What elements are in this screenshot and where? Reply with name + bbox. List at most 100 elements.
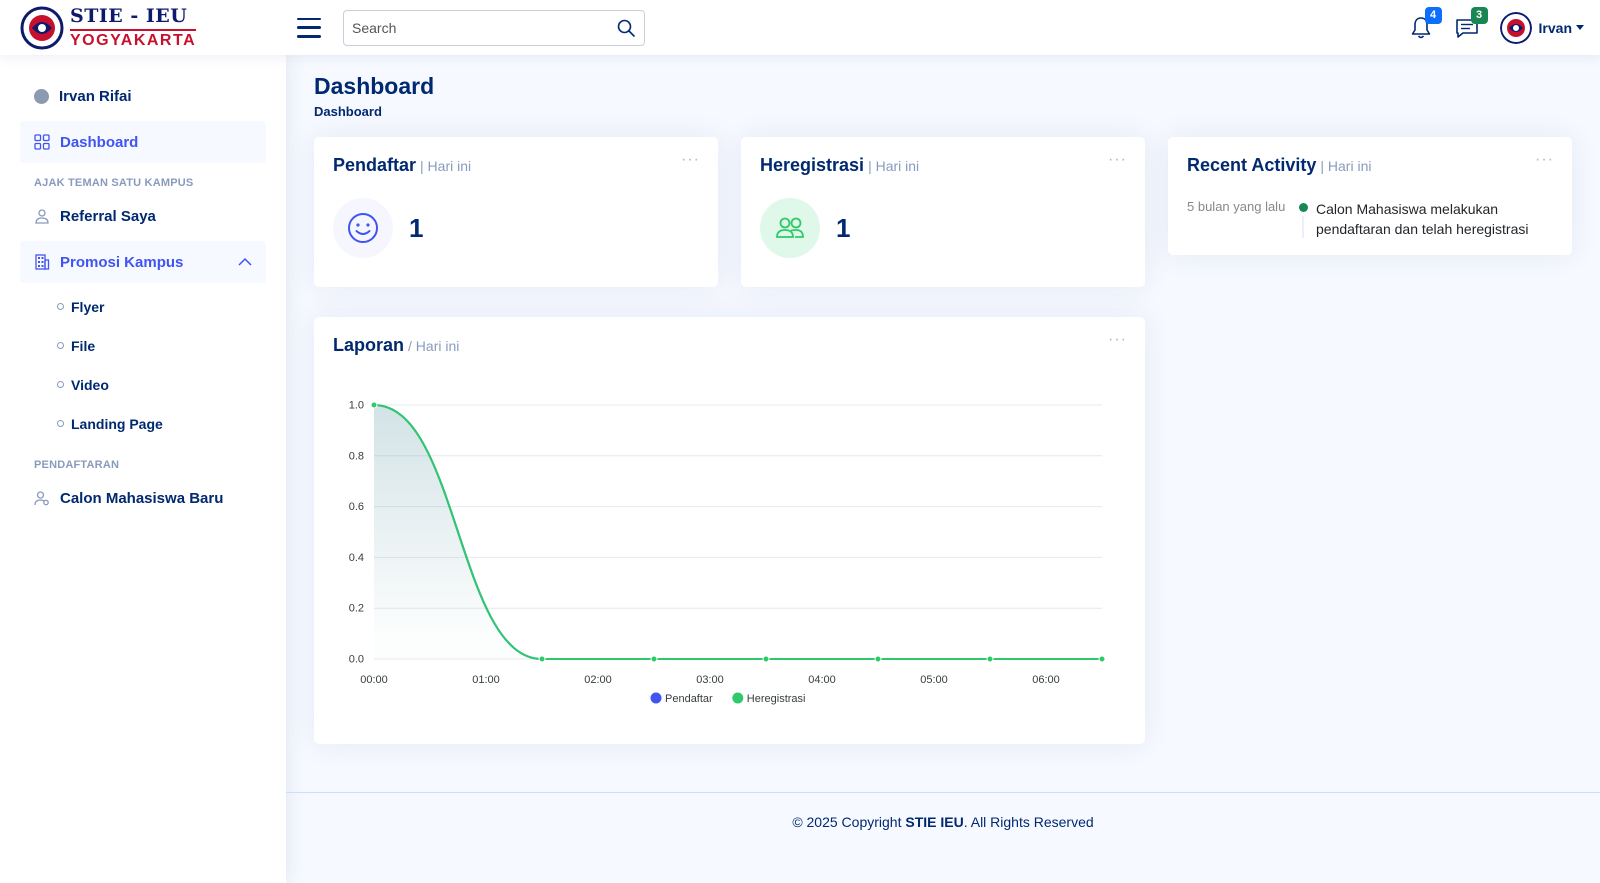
circle-icon: [57, 342, 64, 349]
sidebar-item-label: Dashboard: [60, 133, 139, 151]
notifications-badge: 4: [1424, 6, 1442, 24]
main-content: Dashboard Dashboard Pendaftar | Hari ini …: [286, 55, 1600, 883]
laporan-card: Laporan / Hari ini ··· 0.0 0.2 0.4 0.6 0.8 1.0…: [314, 317, 1145, 744]
activity-text: Calon Mahasiswa melakukan pendaftaran da…: [1316, 201, 1529, 237]
building-icon: [35, 254, 50, 270]
footer-copyright: © 2025 Copyright: [792, 814, 906, 830]
profile-name: Irvan: [1538, 19, 1572, 36]
sidebar-heading-register: PENDAFTARAN: [34, 459, 120, 471]
sidebar-item-label: Promosi Kampus: [60, 253, 184, 271]
sidebar-subitem-file[interactable]: File: [20, 326, 266, 365]
chevron-down-icon: [1576, 25, 1584, 30]
data-point-heregistrasi: [986, 655, 994, 663]
sidebar-user[interactable]: Irvan Rifai: [20, 75, 266, 117]
sidebar-subitem-label: File: [71, 337, 96, 354]
y-tick-label: 0.4: [349, 552, 364, 564]
data-point-heregistrasi: [762, 655, 770, 663]
sidebar-item-label: Referral Saya: [60, 207, 156, 225]
search-bar: [343, 9, 645, 46]
sidebar-user-name: Irvan Rifai: [59, 87, 132, 105]
recent-activity-card: Recent Activity | Hari ini ··· 5 bulan ya…: [1168, 137, 1572, 255]
activity-item: 5 bulan yang lalu Calon Mahasiswa melaku…: [1187, 199, 1547, 239]
sidebar: Irvan Rifai Dashboard AJAK TEMAN SATU KA…: [0, 55, 286, 883]
data-point-heregistrasi: [538, 655, 546, 663]
x-tick-label: 04:00: [808, 674, 836, 686]
area-fill: [374, 405, 1102, 659]
x-tick-label: 02:00: [584, 674, 612, 686]
logo-subtitle: YOGYAKARTA: [70, 28, 197, 49]
sidebar-item-dashboard[interactable]: Dashboard: [20, 121, 266, 163]
activity-time: 5 bulan yang lalu: [1187, 199, 1286, 214]
smile-icon: [333, 198, 393, 258]
profile-dropdown[interactable]: Irvan: [1499, 11, 1584, 44]
messages-badge: 3: [1470, 6, 1488, 24]
pendaftar-count: 1: [409, 213, 424, 243]
sidebar-item-promosi[interactable]: Promosi Kampus: [20, 241, 266, 283]
x-tick-label: 01:00: [472, 674, 500, 686]
circle-icon: [57, 303, 64, 310]
card-title: Recent Activity | Hari ini: [1187, 155, 1372, 175]
y-tick-label: 0.8: [349, 450, 364, 462]
card-title: Laporan / Hari ini: [333, 335, 460, 355]
data-point-heregistrasi: [874, 655, 882, 663]
x-tick-label: 03:00: [696, 674, 724, 686]
x-tick-label: 05:00: [920, 674, 948, 686]
sidebar-item-label: Calon Mahasiswa Baru: [60, 489, 224, 507]
search-input[interactable]: [352, 19, 616, 36]
grid-icon: [34, 134, 50, 150]
y-tick-label: 0.0: [349, 654, 364, 666]
series-line-heregistrasi: [373, 404, 1102, 660]
notifications-bell-icon[interactable]: 4: [1408, 6, 1442, 41]
sidebar-subitem-landing-page[interactable]: Landing Page: [20, 404, 266, 443]
circle-icon: [57, 381, 64, 388]
messages-chat-icon[interactable]: 3: [1454, 6, 1488, 41]
more-options-icon[interactable]: ···: [681, 151, 700, 168]
legend-label: Heregistrasi: [747, 693, 806, 705]
hamburger-menu-icon[interactable]: [297, 17, 321, 38]
pendaftar-card: Pendaftar | Hari ini ··· 1: [314, 137, 718, 287]
heregistrasi-card: Heregistrasi | Hari ini ··· 1: [741, 137, 1145, 287]
people-icon: [760, 198, 820, 258]
card-title: Pendaftar | Hari ini: [333, 155, 472, 175]
sidebar-subitem-label: Video: [71, 376, 109, 393]
person-gear-icon: [34, 491, 49, 506]
sidebar-item-referral[interactable]: Referral Saya: [20, 195, 266, 237]
person-icon: [35, 209, 49, 224]
top-header: STIE - IEU YOGYAKARTA 4 3: [0, 0, 1600, 55]
search-icon[interactable]: [616, 18, 636, 38]
heregistrasi-count: 1: [836, 213, 851, 243]
footer-rights: . All Rights Reserved: [963, 814, 1094, 830]
more-options-icon[interactable]: ···: [1108, 331, 1127, 348]
y-tick-label: 1.0: [349, 400, 364, 412]
sidebar-subitem-flyer[interactable]: Flyer: [20, 287, 266, 326]
breadcrumb[interactable]: Dashboard: [314, 104, 382, 119]
data-point-heregistrasi: [650, 655, 658, 663]
data-point-heregistrasi: [1098, 655, 1106, 663]
circle-icon: [57, 420, 64, 427]
sidebar-heading-invite: AJAK TEMAN SATU KAMPUS: [34, 177, 194, 189]
footer: © 2025 Copyright STIE IEU. All Rights Re…: [286, 792, 1600, 883]
footer-brand: STIE IEU: [905, 814, 964, 830]
legend-marker: [650, 692, 662, 704]
user-avatar-icon: [34, 88, 49, 104]
sidebar-subitem-video[interactable]: Video: [20, 365, 266, 404]
x-tick-label: 06:00: [1032, 674, 1060, 686]
logo-emblem-icon: [20, 6, 64, 49]
logo-title: STIE - IEU: [70, 4, 188, 27]
activity-marker-icon: [1294, 199, 1312, 239]
avatar: [1499, 11, 1532, 44]
more-options-icon[interactable]: ···: [1108, 151, 1127, 168]
sidebar-subitem-label: Landing Page: [71, 415, 163, 432]
chevron-up-icon: [238, 257, 252, 266]
y-tick-label: 0.2: [349, 603, 364, 615]
sidebar-subitem-label: Flyer: [71, 298, 105, 315]
x-tick-label: 00:00: [360, 674, 388, 686]
laporan-chart: 0.0 0.2 0.4 0.6 0.8 1.0 00:00 01:00 02:00 03:00 04…: [349, 400, 1106, 705]
legend-marker: [732, 692, 744, 704]
sidebar-item-calon-mahasiswa[interactable]: Calon Mahasiswa Baru: [20, 477, 266, 519]
logo[interactable]: STIE - IEU YOGYAKARTA: [20, 6, 280, 50]
legend-label: Pendaftar: [665, 693, 713, 705]
card-title: Heregistrasi | Hari ini: [760, 155, 920, 175]
more-options-icon[interactable]: ···: [1535, 151, 1554, 168]
page-title: Dashboard: [314, 73, 435, 99]
